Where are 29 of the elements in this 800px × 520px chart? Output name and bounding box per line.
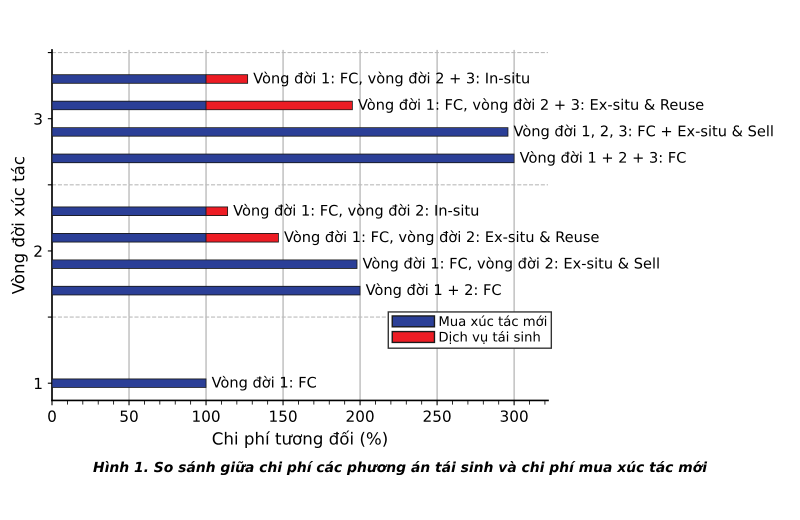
y-tick-label: 3 xyxy=(34,113,42,125)
annotation: Vòng đời 1, 2, 3: FC + Ex-situ & Sell xyxy=(514,124,773,140)
y-tick-label: 1 xyxy=(34,378,42,390)
legend-label: Mua xúc tác mới xyxy=(440,315,546,326)
annotation: Vòng đời 1: FC xyxy=(212,376,316,391)
bar xyxy=(52,286,360,296)
annotation: Vòng đời 1 + 2: FC xyxy=(366,283,501,298)
y-tick-label: 2 xyxy=(34,245,42,257)
x-tick-label: 100 xyxy=(193,410,220,422)
annotation: Vòng đời 1: FC, vòng đời 2: Ex-situ & Reuse xyxy=(284,230,599,246)
x-tick-label: 300 xyxy=(500,410,528,422)
bar xyxy=(52,127,508,137)
x-tick-label: 150 xyxy=(270,410,297,422)
annotation: Vòng đời 1 + 2 + 3: FC xyxy=(520,151,686,166)
bar xyxy=(52,154,515,164)
x-tick-label: 0 xyxy=(48,410,56,422)
annotation: Vòng đời 1: FC, vòng đời 2 + 3: In-situ xyxy=(253,72,529,86)
bar xyxy=(52,378,206,388)
legend-label: Dịch vụ tái sinh xyxy=(440,330,540,344)
bar xyxy=(52,259,358,269)
annotation: Vòng đời 1: FC, vòng đời 2: In-situ xyxy=(233,204,478,219)
text: Hình 1. So sánh giữa chi phí các phương án tái sinh và chi phí mua xúc tác mới xyxy=(93,460,708,476)
x-tick-label: 250 xyxy=(424,410,451,422)
x-tick-label: 50 xyxy=(120,410,138,422)
x-axis-title: Chi phí tương đối (%) xyxy=(212,430,387,448)
y-axis-title: Vòng đời xúc tác xyxy=(10,157,28,294)
x-tick-label: 200 xyxy=(346,410,374,422)
annotation: Vòng đời 1: FC, vòng đời 2 + 3: Ex-situ & Reuse xyxy=(358,98,704,113)
annotation: Vòng đời 1: FC, vòng đời 2: Ex-situ & Sell xyxy=(362,256,659,272)
